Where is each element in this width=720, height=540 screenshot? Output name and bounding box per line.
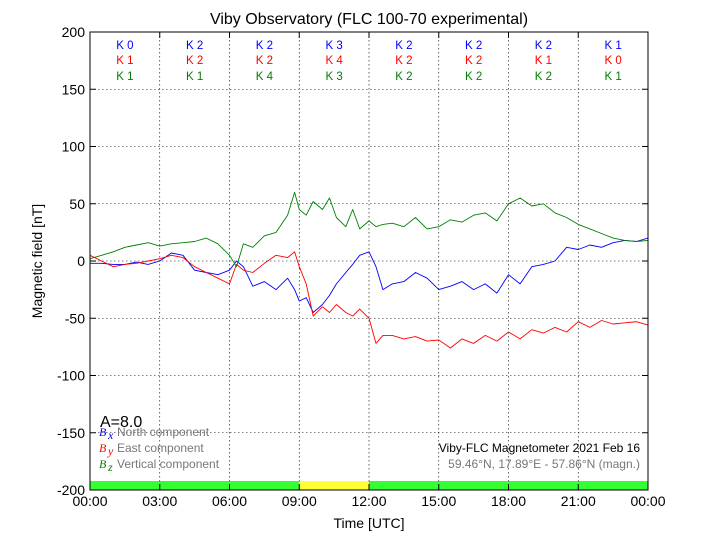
k-index-east-1: K 2 (186, 55, 203, 67)
x-axis-title: Time [UTC] (333, 515, 404, 531)
info-line-2: 59.46°N, 17.89°E - 57.86°N (magn.) (448, 457, 640, 471)
x-tick-label-2: 06:00 (212, 493, 247, 509)
status-segment-1 (299, 481, 369, 490)
status-segment-0 (90, 481, 300, 490)
k-index-vertical-3: K 3 (325, 71, 342, 83)
k-index-east-7: K 0 (604, 55, 621, 67)
y-tick-label-3: 50 (69, 196, 85, 212)
grid-lines (90, 32, 648, 490)
k-index-vertical-5: K 2 (465, 71, 482, 83)
k-index-north-6: K 2 (535, 40, 552, 52)
y-tick-label-1: 150 (62, 81, 86, 97)
legend-label-0: North component (117, 425, 210, 439)
axis-ticks: 00:00 03:00 06:00 09:00 12:00 15:00 18:00 21:00… (57, 24, 666, 509)
series-line-1 (89, 251, 649, 349)
legend-subscript-2: z (107, 460, 113, 474)
x-tick-label-3: 09:00 (282, 493, 317, 509)
k-index-east-2: K 2 (256, 55, 273, 67)
k-index-north-4: K 2 (395, 40, 412, 52)
k-index-vertical-1: K 1 (186, 71, 203, 83)
y-tick-label-8: -200 (57, 482, 85, 498)
y-axis-title: Magnetic field [nT] (29, 204, 45, 318)
chart-title: Viby Observatory (FLC 100-70 experimenta… (210, 11, 528, 28)
y-tick-label-4: 0 (77, 253, 85, 269)
k-index-north-2: K 2 (256, 40, 273, 52)
y-tick-label-6: -100 (57, 368, 85, 384)
k-index-north-5: K 2 (465, 40, 482, 52)
k-index-east-4: K 2 (395, 55, 412, 67)
k-index-north-3: K 3 (325, 40, 342, 52)
k-index-table: K 0 K 2 K 2 K 3 K 2 K 2 K 2 K 1 K 1 K 2 K 2 K 4 K 2 K… (116, 40, 622, 83)
x-tick-label-5: 15:00 (421, 493, 456, 509)
x-tick-label-4: 12:00 (351, 493, 386, 509)
k-index-north-1: K 2 (186, 40, 203, 52)
k-index-east-6: K 1 (535, 55, 552, 67)
activity-index: A=8.0 (100, 414, 142, 431)
x-tick-label-1: 03:00 (142, 493, 177, 509)
y-tick-label-0: 200 (62, 24, 86, 40)
x-tick-label-6: 18:00 (491, 493, 526, 509)
x-tick-label-0: 00:00 (72, 493, 107, 509)
k-index-east-3: K 4 (325, 55, 343, 67)
legend-label-1: East component (117, 441, 204, 455)
k-index-vertical-6: K 2 (535, 71, 552, 83)
y-tick-label-7: -150 (57, 425, 85, 441)
k-index-vertical-2: K 4 (256, 71, 274, 83)
k-index-north-0: K 0 (116, 40, 133, 52)
info-line-1: Viby-FLC Magnetometer 2021 Feb 16 (439, 441, 641, 455)
series-line-0 (90, 237, 649, 313)
k-index-vertical-7: K 1 (604, 71, 621, 83)
legend-symbol-2: B (99, 457, 107, 471)
legend-subscript-0: x (107, 428, 114, 442)
legend-subscript-1: y (107, 444, 114, 458)
k-index-vertical-0: K 1 (116, 71, 133, 83)
k-index-east-0: K 1 (116, 55, 133, 67)
legend-label-2: Vertical component (117, 457, 220, 471)
legend-symbol-1: B (99, 441, 107, 455)
y-tick-label-5: -50 (65, 310, 85, 326)
x-tick-label-7: 21:00 (561, 493, 596, 509)
legend-symbol-0: B (99, 425, 107, 439)
k-index-east-5: K 2 (465, 55, 482, 67)
k-index-north-7: K 1 (604, 40, 621, 52)
y-tick-label-2: 100 (62, 139, 86, 155)
series-line-2 (89, 191, 649, 268)
k-index-vertical-4: K 2 (395, 71, 412, 83)
series-lines (89, 191, 649, 349)
x-tick-label-8: 00:00 (630, 493, 665, 509)
